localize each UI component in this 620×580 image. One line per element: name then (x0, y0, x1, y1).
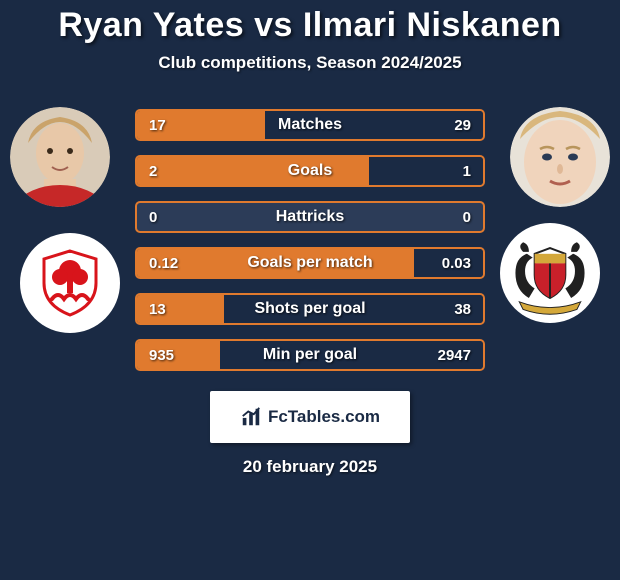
comparison-card: Ryan Yates vs Ilmari Niskanen Club compe… (0, 0, 620, 580)
club-crest-icon (30, 243, 110, 323)
stat-value-left: 13 (137, 295, 178, 323)
brand-text: FcTables.com (268, 407, 380, 427)
stat-bar: 1729Matches (135, 109, 485, 141)
stat-bar: 0.120.03Goals per match (135, 247, 485, 279)
stat-value-right: 29 (442, 111, 483, 139)
stat-value-left: 17 (137, 111, 178, 139)
stat-value-left: 0.12 (137, 249, 190, 277)
chart-icon (240, 406, 262, 428)
stat-value-right: 1 (451, 157, 483, 185)
stat-bar: 9352947Min per goal (135, 339, 485, 371)
player-left-avatar (10, 107, 110, 207)
player-left-club-crest (20, 233, 120, 333)
stat-bar: 1338Shots per goal (135, 293, 485, 325)
stat-bar: 21Goals (135, 155, 485, 187)
stat-value-right: 2947 (426, 341, 483, 369)
stat-value-right: 0 (451, 203, 483, 231)
stat-label: Hattricks (137, 203, 483, 231)
stat-bar: 0 0Hattricks (135, 201, 485, 233)
stat-value-right: 38 (442, 295, 483, 323)
avatar-placeholder-icon (510, 107, 610, 207)
page-title: Ryan Yates vs Ilmari Niskanen (0, 0, 620, 45)
player-right-club-crest (500, 223, 600, 323)
stat-value-left: 0 (137, 203, 169, 231)
stat-bar-list: 1729Matches21Goals00Hattricks0.120.03Goa… (135, 97, 485, 371)
club-crest-icon (502, 225, 598, 321)
brand-badge: FcTables.com (210, 391, 410, 443)
avatar-placeholder-icon (10, 107, 110, 207)
content-area: 1729Matches21Goals00Hattricks0.120.03Goa… (0, 97, 620, 477)
footer-date: 20 february 2025 (0, 457, 620, 477)
stat-fill-left (137, 157, 369, 185)
stat-value-right: 0.03 (430, 249, 483, 277)
stat-value-left: 2 (137, 157, 169, 185)
stat-value-left: 935 (137, 341, 186, 369)
player-right-avatar (510, 107, 610, 207)
page-subtitle: Club competitions, Season 2024/2025 (0, 53, 620, 73)
